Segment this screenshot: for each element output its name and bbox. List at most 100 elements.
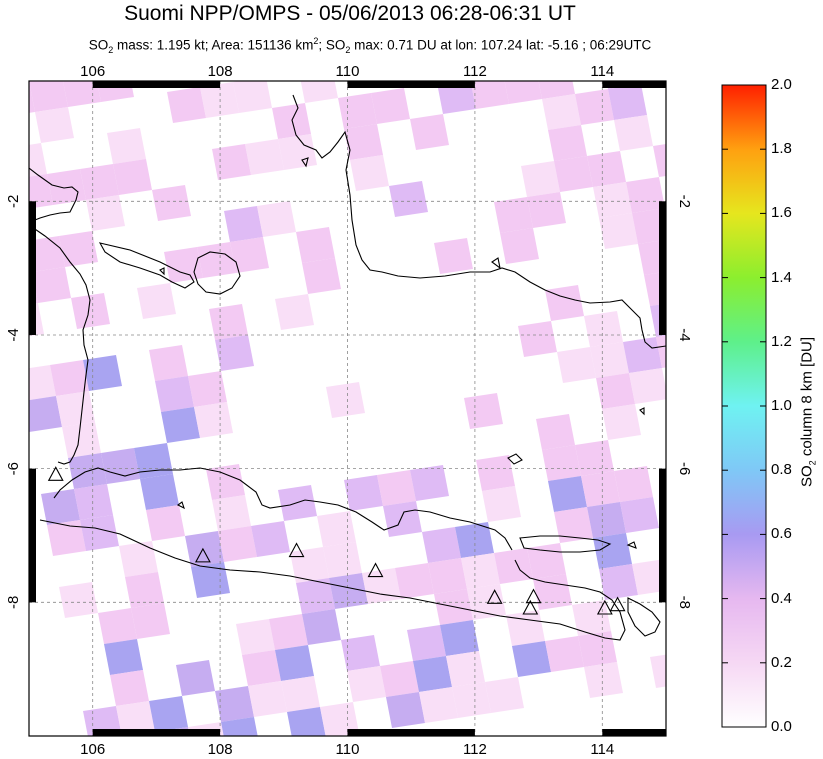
so2-pixel: [296, 578, 335, 614]
java-south-coast: [39, 519, 626, 641]
so2-pixel: [527, 543, 566, 579]
so2-pixel: [683, 647, 722, 683]
so2-pixel: [599, 213, 638, 249]
so2-pixel: [125, 572, 164, 608]
so2-pixel: [386, 692, 425, 728]
colorbar-tick-label: 1.0: [771, 397, 792, 414]
so2-pixel: [215, 0, 254, 20]
graticule: [29, 81, 666, 736]
axis-tick-labels: 106 106 108 108 110 110 112 112 114 114 -2 -2 -4 -4 -6…: [5, 63, 693, 758]
so2-pixel: [623, 337, 662, 373]
so2-pixel: [440, 620, 479, 656]
so2-pixel: [131, 603, 170, 639]
y-tick-label-right: -8: [676, 596, 693, 609]
so2-pixel: [638, 239, 666, 275]
so2-pixel: [383, 501, 422, 537]
so2-pixel: [545, 636, 584, 672]
so2-pixel: [191, 562, 230, 598]
so2-pixel: [548, 125, 587, 161]
so2-pixel: [470, 81, 509, 109]
so2-pixel: [485, 677, 524, 713]
so2-pixel: [300, 81, 338, 103]
y-tick-label-left: -6: [5, 462, 22, 475]
so2-pixel: [527, 192, 566, 228]
map-subtitle: SO2 mass: 1.195 kt; Area: 151136 km2; SO…: [0, 36, 740, 55]
colorbar-tick-label: 0.8: [771, 461, 792, 479]
so2-pixel: [446, 651, 485, 687]
so2-pixel: [317, 511, 356, 547]
x-tick-label-bottom: 106: [80, 741, 105, 758]
so2-pixel: [395, 563, 434, 599]
so2-pixel: [518, 0, 557, 6]
so2-pixel: [686, 487, 725, 523]
so2-pixel: [302, 258, 341, 294]
so2-pixel: [29, 143, 47, 177]
so2-pixel: [245, 139, 284, 175]
so2-pixel: [59, 231, 98, 267]
so2-pixel: [251, 521, 290, 557]
so2-pixel: [212, 495, 251, 531]
so2-pixel: [437, 81, 476, 114]
so2-pixel: [29, 396, 62, 432]
volcano-marker: [596, 599, 613, 615]
so2-pixel: [632, 559, 666, 595]
so2-pixel: [29, 174, 53, 209]
so2-pixel: [587, 502, 626, 538]
x-tick-label-bottom: 108: [208, 741, 233, 758]
so2-pixel: [113, 159, 152, 195]
so2-pixel: [296, 227, 335, 263]
so2-pixel: [281, 676, 320, 712]
volcano-marker: [47, 466, 64, 481]
so2-pixel: [56, 391, 95, 427]
so2-pixel: [107, 128, 146, 164]
so2-pixel: [668, 43, 707, 79]
madura-island: [519, 535, 612, 553]
so2-pixel: [575, 440, 614, 476]
so2-pixel: [344, 124, 383, 160]
so2-pixel: [104, 639, 143, 675]
volcano-marker: [609, 596, 626, 612]
so2-pixel: [167, 87, 206, 123]
y-tick-label-left: -2: [5, 195, 22, 208]
volcano-marker: [288, 542, 305, 558]
so2-pixel: [782, 281, 821, 317]
frame-bar-top: [92, 81, 221, 88]
so2-pixel: [116, 0, 155, 35]
so2-pixel: [596, 373, 635, 409]
so2-pixel: [59, 582, 98, 618]
colorbar-tick-label: 0.0: [771, 718, 792, 735]
so2-pixel: [137, 283, 176, 319]
so2-pixel: [590, 342, 629, 378]
so2-pixel: [640, 81, 661, 84]
subtitle-sub-2b: 2: [345, 45, 351, 56]
so2-pixel: [504, 81, 542, 104]
so2-pixel: [380, 661, 419, 697]
so2-pixel: [155, 25, 194, 61]
map-title: Suomi NPP/OMPS - 05/06/2013 06:28-06:31 …: [124, 2, 576, 25]
so2-pixel: [425, 16, 464, 52]
so2-pixel: [815, 627, 823, 663]
frame-scale-bars: [29, 81, 666, 736]
so2-pixel: [551, 0, 590, 1]
so2-pixel: [701, 38, 740, 74]
frame-bar-right: [659, 468, 666, 603]
x-tick-label-bottom: 114: [590, 741, 614, 758]
so2-pixel: [80, 515, 119, 551]
frame-bar-left: [29, 468, 36, 603]
so2-pixel: [215, 335, 254, 371]
coastline-layer: [29, 94, 666, 641]
x-tick-label-top: 106: [80, 63, 105, 80]
so2-pixel: [602, 404, 641, 440]
so2-pixel: [152, 185, 191, 221]
java-north-coast: [53, 467, 513, 551]
so2-pixel: [650, 654, 666, 688]
so2-pixel: [653, 144, 666, 177]
colorbar-tick-label: 2.0: [771, 76, 792, 93]
so2-pixel: [242, 650, 281, 686]
so2-pixel: [140, 474, 179, 510]
so2-pixel: [584, 311, 623, 347]
so2-pixel: [302, 609, 341, 645]
colorbar-tick-label: 0.6: [771, 525, 792, 543]
so2-pixel: [149, 696, 188, 732]
so2-pixel: [101, 448, 140, 484]
